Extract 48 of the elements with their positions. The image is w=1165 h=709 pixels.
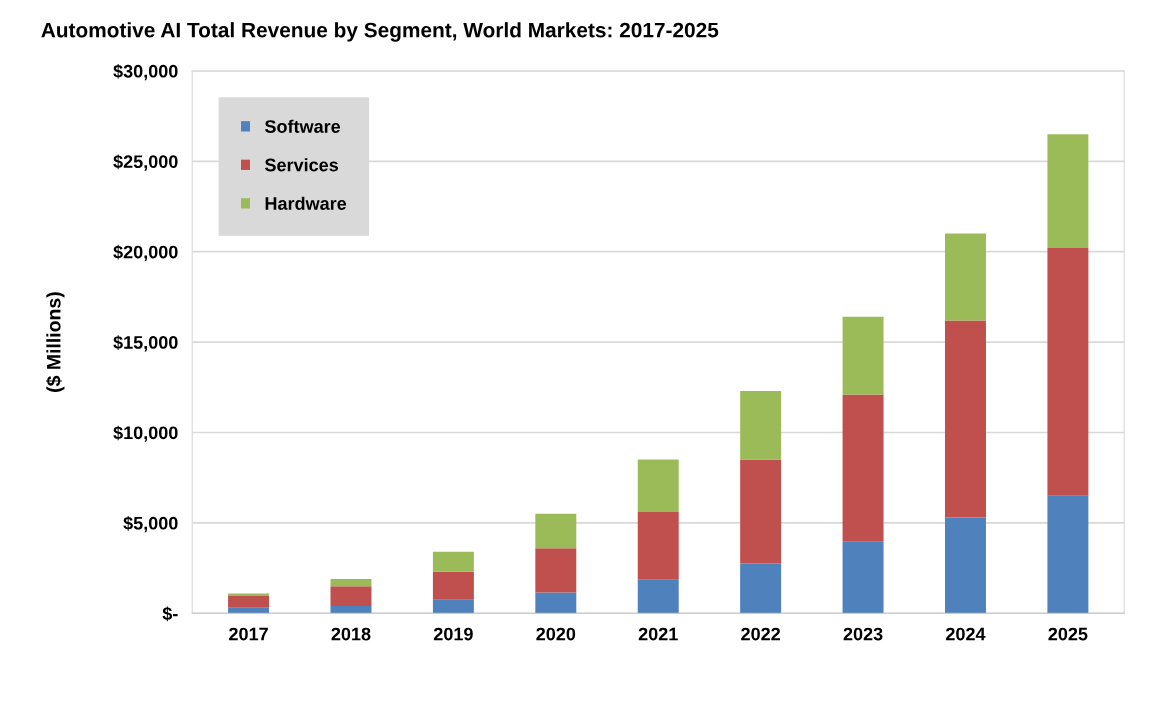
x-tick-label: 2022 xyxy=(741,627,780,641)
bar xyxy=(535,548,577,593)
x-tick-label: 2023 xyxy=(843,627,883,641)
y-tick-label: $25,000 xyxy=(113,154,178,171)
bar xyxy=(535,513,577,549)
bar xyxy=(637,512,679,580)
legend-label: Software xyxy=(264,119,341,133)
legend-label: Hardware xyxy=(265,196,347,210)
y-tick-label: $20,000 xyxy=(113,244,178,262)
x-tick-label: 2021 xyxy=(638,627,678,641)
bar xyxy=(944,233,986,321)
bar xyxy=(228,607,270,614)
x-tick-label: 2025 xyxy=(1048,627,1088,641)
bar xyxy=(637,459,679,513)
y-axis-title: ($ Millions) xyxy=(46,292,65,392)
bar xyxy=(432,599,474,614)
bar xyxy=(1047,248,1089,496)
bar xyxy=(842,394,884,542)
bar xyxy=(1047,495,1089,614)
y-tick-label: $5,000 xyxy=(123,516,178,533)
y-tick-label: $30,000 xyxy=(113,64,178,81)
bar xyxy=(330,578,372,587)
x-tick-label: 2019 xyxy=(433,627,473,641)
y-tick-label: $15,000 xyxy=(113,335,178,352)
x-tick-label: 2018 xyxy=(331,627,371,641)
x-tick-label: 2024 xyxy=(946,627,986,641)
bar xyxy=(944,320,986,518)
legend-label: Services xyxy=(264,158,338,172)
x-tick-label: 2017 xyxy=(229,627,268,641)
bar xyxy=(944,517,986,614)
x-tick-label: 2020 xyxy=(536,627,576,641)
bar xyxy=(330,586,372,607)
bar xyxy=(1047,134,1089,249)
bar xyxy=(330,606,372,614)
bar xyxy=(842,316,884,395)
bar xyxy=(535,592,577,614)
y-tick-label: $- xyxy=(162,606,178,622)
bar xyxy=(432,571,474,600)
bar xyxy=(842,541,884,614)
bar xyxy=(228,596,270,608)
bar xyxy=(740,390,782,460)
bar xyxy=(740,563,782,614)
bar xyxy=(740,459,782,564)
bar xyxy=(432,551,474,572)
y-tick-label: $10,000 xyxy=(113,425,178,442)
bar xyxy=(228,593,270,597)
bar xyxy=(637,579,679,614)
chart-title: Automotive AI Total Revenue by Segment, World Markets: 2017-2025 xyxy=(41,22,719,42)
